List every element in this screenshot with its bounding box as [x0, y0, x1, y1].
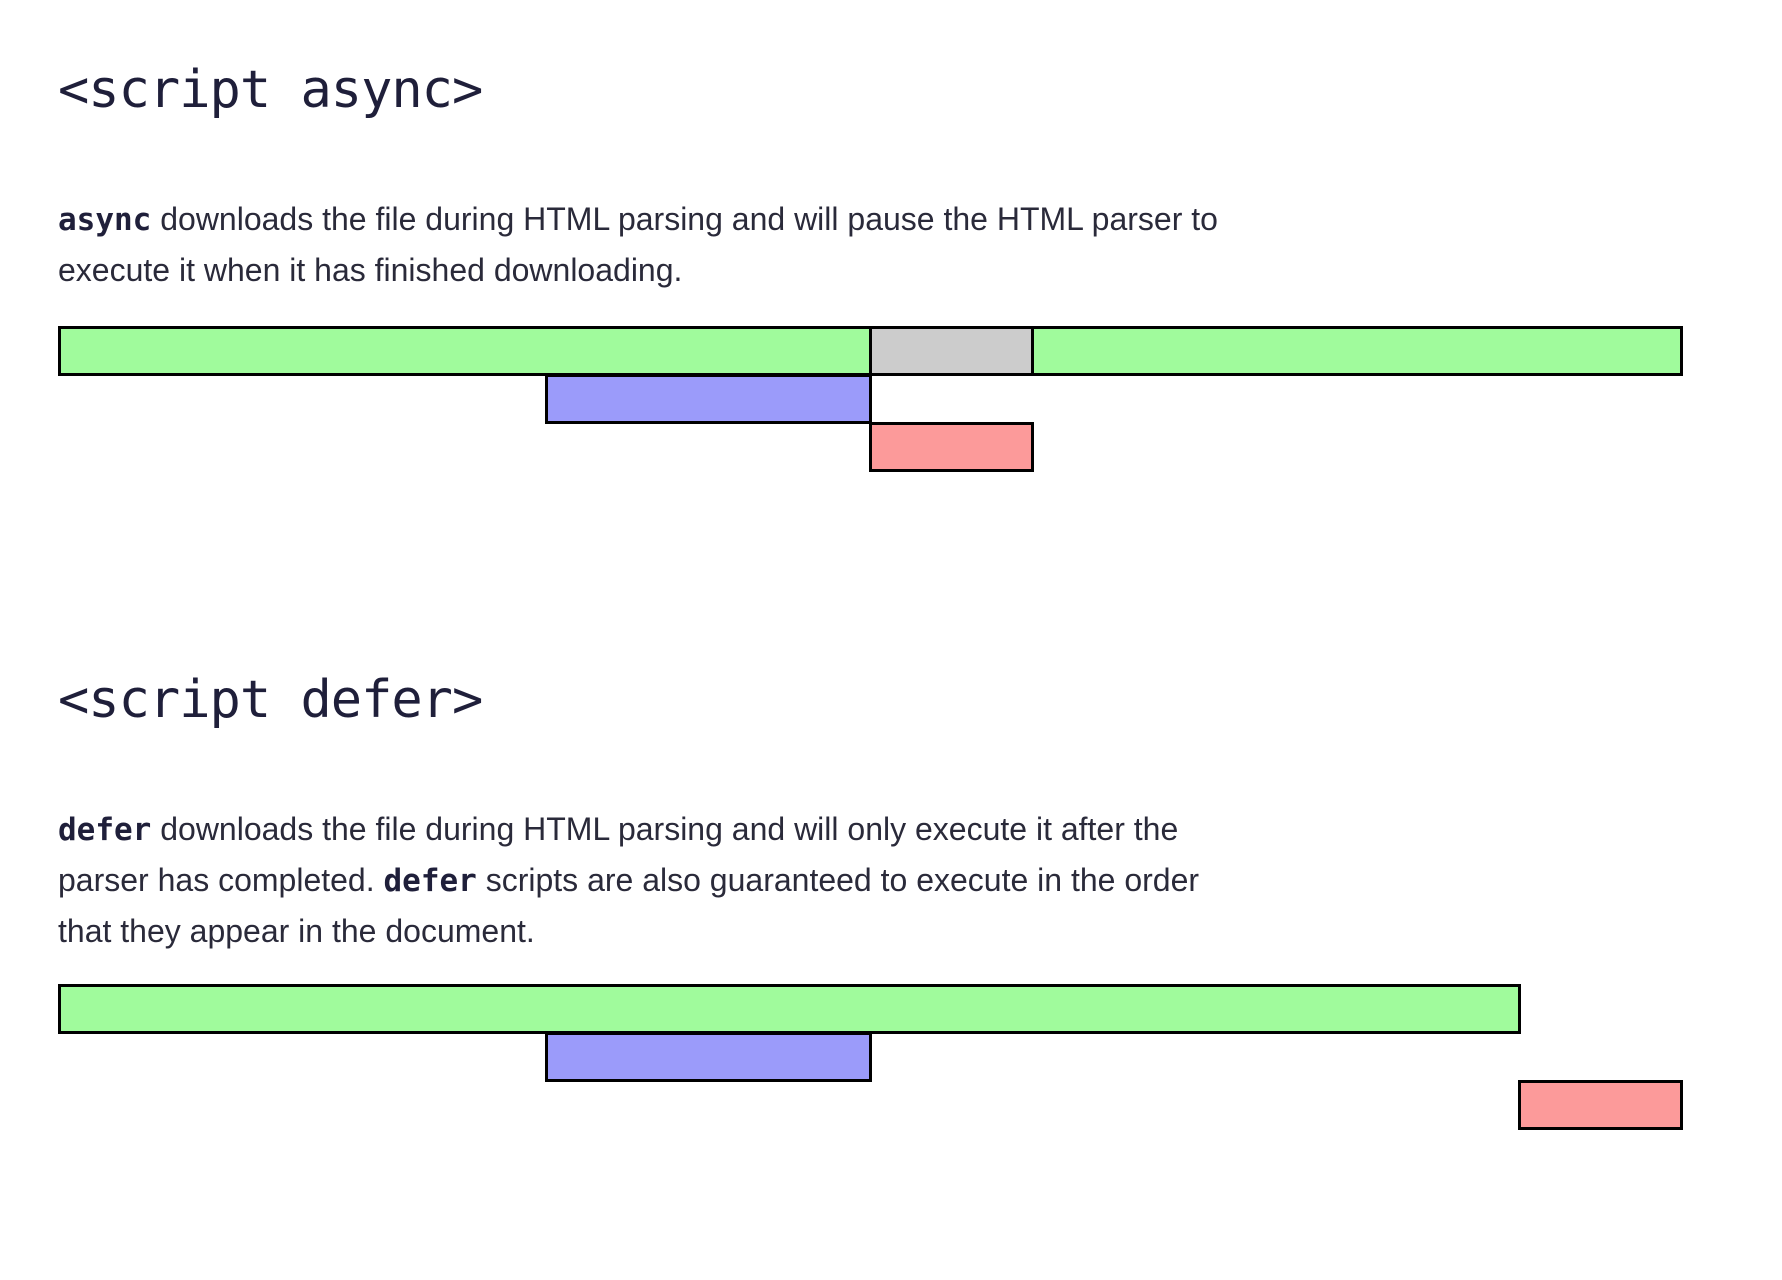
async-heading: <script async> [58, 60, 483, 120]
defer-description: defer downloads the file during HTML par… [58, 804, 1218, 956]
defer-keyword: defer [58, 812, 152, 848]
defer-keyword-2: defer [383, 863, 477, 899]
defer-section: <script defer> defer downloads the file … [58, 660, 1738, 1130]
async-html-parsing-resume-bar [1031, 326, 1683, 376]
defer-description-text-1: downloads the file during HTML parsing a… [58, 811, 1179, 898]
defer-timeline [58, 984, 1683, 1134]
async-timeline [58, 326, 1683, 476]
defer-description-text-2: scripts are also guaranteed to execute i… [58, 862, 1200, 949]
async-keyword: async [58, 202, 152, 238]
async-description: async downloads the file during HTML par… [58, 194, 1218, 295]
async-html-parsing-bar [58, 326, 872, 376]
defer-script-download-bar [545, 1032, 872, 1082]
defer-html-parsing-bar [58, 984, 1521, 1034]
async-description-text: downloads the file during HTML parsing a… [58, 201, 1218, 288]
async-script-execution-bar [869, 422, 1034, 472]
defer-script-execution-bar [1518, 1080, 1683, 1130]
async-parser-paused-bar [869, 326, 1034, 376]
async-script-download-bar [545, 374, 872, 424]
async-section: <script async> async downloads the file … [58, 50, 1738, 472]
defer-heading: <script defer> [58, 670, 483, 730]
